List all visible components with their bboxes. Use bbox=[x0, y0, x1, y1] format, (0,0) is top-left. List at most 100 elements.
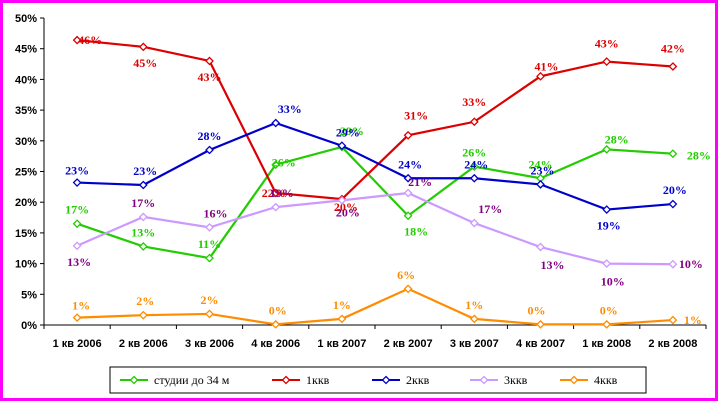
data-point bbox=[536, 242, 545, 252]
data-point bbox=[469, 314, 479, 324]
data-label: 28% bbox=[687, 149, 711, 163]
x-tick-label: 2 кв 2006 bbox=[119, 338, 168, 350]
series-line bbox=[76, 39, 673, 201]
data-label: 10% bbox=[601, 275, 625, 289]
data-label: 20% bbox=[334, 200, 358, 214]
data-label: 20% bbox=[663, 183, 687, 197]
legend-marker bbox=[281, 375, 291, 385]
data-point bbox=[602, 144, 612, 154]
legend-marker bbox=[129, 375, 139, 385]
data-point bbox=[205, 309, 214, 319]
legend-marker bbox=[569, 375, 579, 385]
data-point bbox=[469, 162, 479, 172]
data-label: 10% bbox=[679, 257, 703, 271]
data-point bbox=[536, 179, 545, 189]
data-label: 19% bbox=[597, 219, 621, 233]
legend-entry: 3ккв bbox=[504, 373, 528, 387]
data-point bbox=[271, 160, 281, 170]
x-tick-label: 4 кв 2007 bbox=[516, 338, 565, 350]
data-label: 24% bbox=[464, 157, 488, 171]
data-point bbox=[668, 259, 678, 269]
data-point bbox=[72, 241, 82, 251]
data-point bbox=[536, 319, 545, 329]
data-label: 43% bbox=[595, 37, 619, 51]
data-point bbox=[271, 188, 281, 198]
data-label: 16% bbox=[204, 206, 228, 220]
x-tick-label: 4 кв 2006 bbox=[251, 338, 300, 350]
data-label: 23% bbox=[133, 164, 157, 178]
data-label: 20% bbox=[336, 205, 360, 219]
data-point bbox=[668, 62, 678, 71]
y-tick-label: 5% bbox=[21, 289, 37, 301]
data-point bbox=[536, 71, 545, 81]
data-point bbox=[271, 118, 281, 128]
data-label: 17% bbox=[131, 196, 155, 210]
data-point bbox=[469, 218, 479, 228]
y-tick-label: 10% bbox=[15, 259, 37, 271]
x-tick-label: 2 кв 2008 bbox=[648, 338, 697, 350]
x-tick-label: 1 кв 2007 bbox=[317, 338, 366, 350]
data-point bbox=[403, 284, 413, 294]
y-tick-label: 50% bbox=[15, 13, 37, 25]
data-point bbox=[403, 130, 413, 140]
x-tick-label: 3 кв 2007 bbox=[450, 338, 499, 350]
data-point bbox=[138, 42, 148, 52]
data-label: 1% bbox=[72, 299, 90, 313]
data-point bbox=[271, 319, 281, 329]
data-label: 31% bbox=[404, 108, 428, 122]
data-label: 22% bbox=[262, 186, 286, 200]
data-label: 1% bbox=[684, 313, 702, 327]
data-point bbox=[602, 259, 612, 269]
legend-entry: 4ккв bbox=[594, 373, 618, 387]
data-label: 0% bbox=[528, 303, 546, 317]
data-point bbox=[602, 57, 612, 67]
x-tick-label: 1 кв 2006 bbox=[53, 338, 102, 350]
x-tick-label: 1 кв 2008 bbox=[582, 338, 631, 350]
data-point bbox=[205, 253, 214, 263]
data-label: 17% bbox=[65, 203, 89, 217]
data-label: 33% bbox=[278, 102, 302, 116]
data-label: 6% bbox=[397, 268, 415, 282]
data-point bbox=[403, 211, 413, 221]
legend-entry: 1ккв bbox=[306, 373, 330, 387]
data-label: 33% bbox=[462, 95, 486, 109]
series-line bbox=[77, 287, 673, 326]
legend-entry: 2ккв bbox=[406, 373, 430, 387]
legend-marker bbox=[381, 375, 391, 385]
data-label: 41% bbox=[535, 59, 559, 73]
data-point bbox=[205, 56, 214, 66]
data-label: 13% bbox=[541, 258, 565, 272]
data-point bbox=[602, 319, 612, 329]
y-tick-label: 0% bbox=[21, 320, 37, 332]
data-label: 1% bbox=[333, 298, 351, 312]
data-label: 2% bbox=[136, 294, 154, 308]
data-point bbox=[138, 241, 148, 251]
data-label: 23% bbox=[531, 163, 555, 177]
data-point bbox=[337, 141, 347, 151]
data-label: 19% bbox=[270, 186, 294, 200]
data-point bbox=[138, 212, 148, 222]
data-label: 26% bbox=[272, 156, 296, 170]
data-point bbox=[337, 195, 347, 205]
data-point bbox=[205, 145, 214, 155]
data-label: 13% bbox=[67, 255, 91, 269]
data-point bbox=[138, 180, 148, 190]
data-label: 43% bbox=[198, 70, 222, 84]
data-point bbox=[668, 315, 678, 325]
data-label: 42% bbox=[661, 42, 685, 56]
data-point bbox=[72, 178, 82, 187]
data-point bbox=[337, 314, 347, 324]
data-label: 0% bbox=[269, 303, 287, 317]
data-point bbox=[271, 202, 281, 212]
data-label: 11% bbox=[198, 237, 221, 251]
series-line bbox=[76, 191, 673, 266]
data-label: 0% bbox=[600, 303, 618, 317]
y-tick-label: 45% bbox=[15, 44, 37, 56]
data-label: 28% bbox=[198, 129, 222, 143]
data-label: 28% bbox=[605, 132, 629, 146]
data-point bbox=[72, 313, 82, 323]
x-tick-label: 3 кв 2006 bbox=[185, 338, 234, 350]
data-point bbox=[469, 117, 479, 127]
